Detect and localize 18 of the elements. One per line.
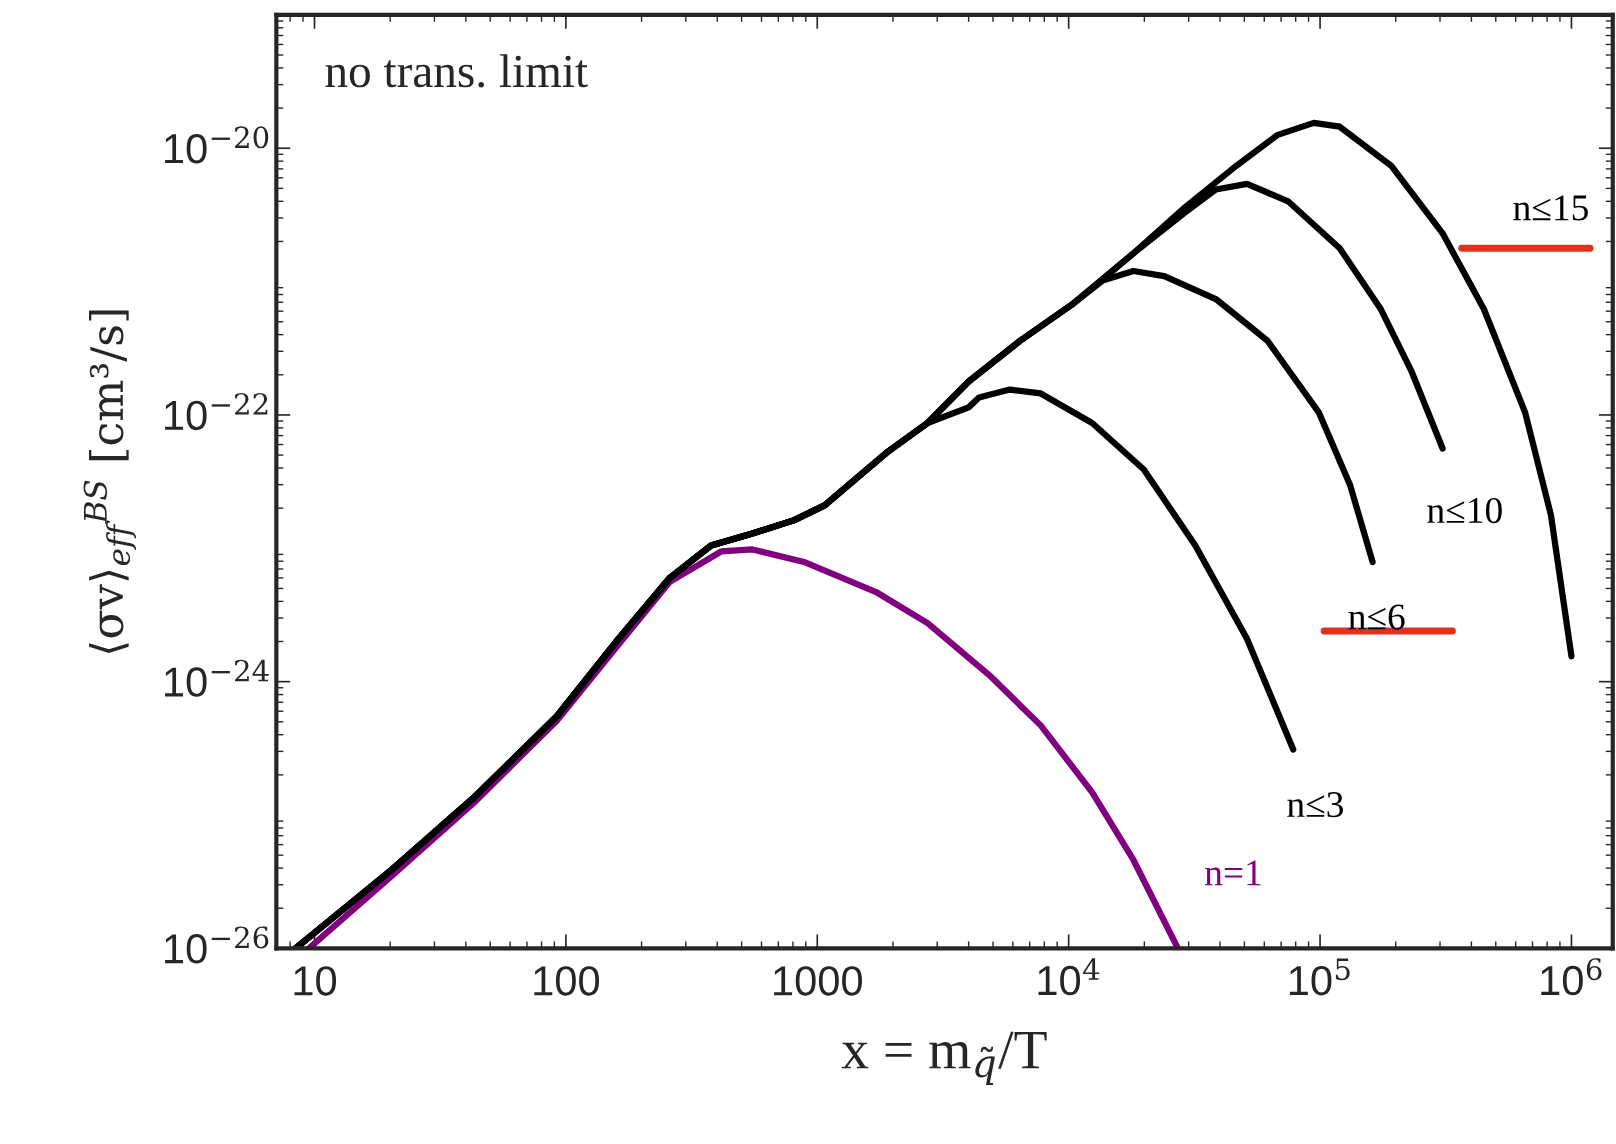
- y-tick-label: 10$^{−26}$: [165, 926, 269, 964]
- x-tick-label: 10$^{4}$: [1038, 958, 1100, 996]
- x-tick-label: 10: [294, 966, 337, 996]
- x-tick-label: 10$^{6}$: [1541, 958, 1602, 996]
- series-label: n≤3: [1287, 792, 1344, 818]
- annotation: no trans. limit: [325, 54, 588, 88]
- series-label: n≤10: [1427, 497, 1502, 524]
- x-tick-label: 1000: [774, 966, 862, 996]
- x-tick-label: 10$^{5}$: [1289, 958, 1350, 996]
- y-tick-label: 10$^{−20}$: [165, 126, 269, 164]
- y-tick-label: 10$^{−22}$: [165, 392, 268, 431]
- series-label: n≤15: [1513, 195, 1588, 221]
- series-label: n=1: [1205, 860, 1261, 886]
- x-tick-label: 100: [534, 966, 600, 996]
- y-axis-title: ⟨σv⟩$_{eff}$$^{BS}$ [cm³/s]: [83, 310, 137, 653]
- y-tick-label: 10$^{−24}$: [165, 659, 269, 697]
- x-axis-title: x = m$_{q̃}$/T: [841, 1031, 1047, 1086]
- series-label: n≤6: [1348, 604, 1405, 630]
